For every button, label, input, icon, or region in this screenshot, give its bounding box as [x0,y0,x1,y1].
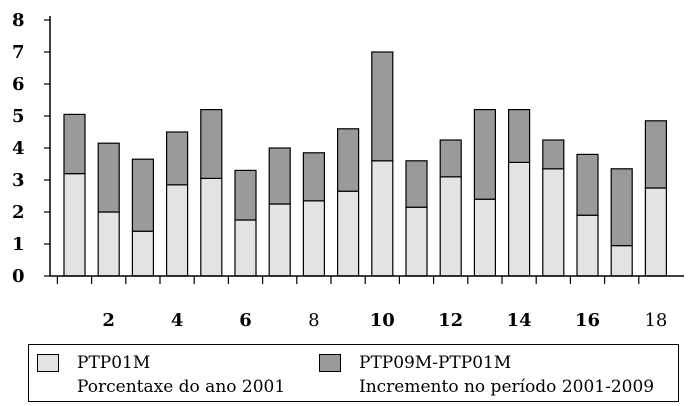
bar-segment-ptp01m [439,176,462,277]
bar-segment-ptp01m [508,161,531,277]
bar-segment-increment [439,139,462,178]
bar-segment-increment [166,131,189,186]
x-tick-label: 4 [171,310,184,331]
legend: PTP01M Porcentaxe do ano 2001 PTP09M-PTP… [28,344,679,402]
bar-segment-ptp01m [644,187,668,277]
bar-segment-increment [508,108,531,163]
legend-description-ptp01m: Porcentaxe do ano 2001 [77,377,286,397]
y-tick-label: 0 [12,266,25,287]
legend-description-increment: Incremento no período 2001-2009 [359,377,655,397]
bar-segment-increment [405,160,428,208]
y-tick-label: 1 [12,234,25,255]
bar-segment-increment [644,120,668,189]
x-tick-label: 6 [239,310,252,331]
bar-segment-ptp01m [371,160,394,277]
x-tick-label: 14 [507,310,532,331]
legend-swatch-increment [319,354,341,372]
bar-segment-increment [371,51,394,162]
bar-segment-ptp01m [610,245,633,277]
bar-segment-ptp01m [166,184,189,277]
bar-segment-ptp01m [337,190,360,277]
bar-segment-ptp01m [200,177,223,277]
y-tick-label: 8 [12,10,25,31]
bar-segment-ptp01m [542,168,565,277]
bar-segment-increment [200,108,223,180]
bar-segment-ptp01m [473,198,496,277]
bar-segment-increment [302,152,325,202]
bar-segment-ptp01m [302,200,325,277]
bar-segment-increment [131,158,154,232]
y-tick-label: 4 [12,138,25,159]
bar-segment-increment [97,142,120,213]
legend-swatch-ptp01m [37,354,59,372]
bar-segment-ptp01m [97,211,120,277]
legend-label-ptp01m: PTP01M [77,353,151,373]
y-tick-label: 7 [12,42,25,63]
bar-segment-increment [63,113,86,175]
bar-segment-increment [234,169,257,221]
bar-segment-increment [473,108,496,200]
bar-segment-increment [576,153,599,216]
x-tick-label: 10 [370,310,395,331]
bar-segment-ptp01m [405,206,428,277]
x-tick-label: 8 [308,310,319,331]
bar-segment-ptp01m [234,219,257,277]
bar-segment-increment [268,147,291,205]
bar-segment-ptp01m [63,173,86,277]
y-tick-label: 2 [12,202,25,223]
bar-segment-increment [542,139,565,170]
y-tick-label: 6 [12,74,25,95]
bar-segment-ptp01m [576,214,599,277]
y-tick-label: 5 [12,106,25,127]
x-tick-label: 2 [102,310,115,331]
y-tick-label: 3 [12,170,25,191]
bar-segment-ptp01m [131,230,154,277]
bar-segment-increment [610,168,633,247]
x-tick-label: 12 [438,310,463,331]
bar-segment-ptp01m [268,203,291,277]
bar-segment-increment [337,128,360,192]
x-tick-label: 16 [575,310,600,331]
x-tick-label: 18 [644,310,667,331]
legend-label-increment: PTP09M-PTP01M [359,353,512,373]
